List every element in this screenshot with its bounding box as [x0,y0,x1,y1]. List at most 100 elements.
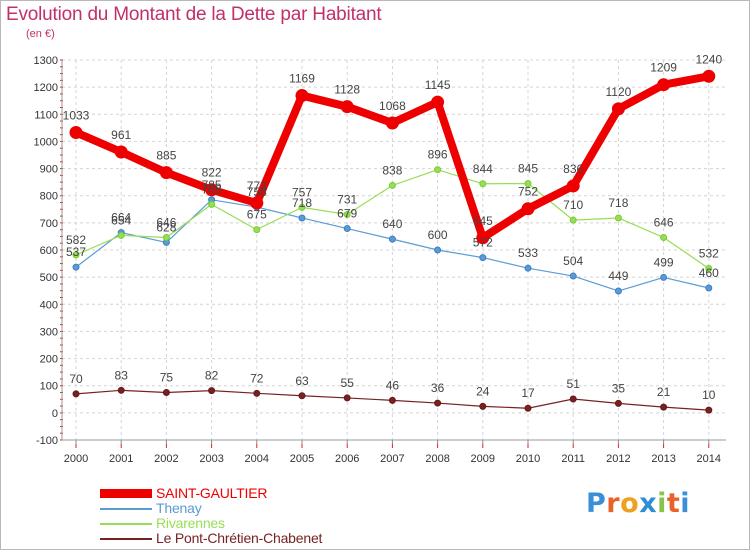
chart-legend: SAINT-GAULTIER Thenay Rivarennes Le Pont-Ch… [100,485,400,546]
data-label-thenay: 628 [156,220,176,234]
data-label-rivarennes: 646 [156,216,176,230]
series-point-rivarennes [434,166,442,174]
y-tick-label: 100 [40,381,58,393]
data-label-thenay: 600 [428,228,448,242]
y-tick-label: 400 [40,299,58,311]
series-point-rivarennes [298,203,306,211]
data-label-saint-gaultier: 822 [202,166,222,180]
series-point-le-pont-chr-tien-chabenet [705,406,713,414]
x-tick-label: 2001 [109,453,133,465]
data-label-saint-gaultier: 1128 [334,83,360,97]
data-label-le-pont-chr-tien-chabenet: 35 [612,381,626,395]
y-tick-label: 800 [40,191,58,203]
data-label-thenay: 664 [111,211,131,225]
data-label-thenay: 537 [66,245,86,259]
data-label-rivarennes: 532 [699,246,719,260]
data-label-le-pont-chr-tien-chabenet: 72 [250,371,264,385]
x-tick-label: 2002 [154,453,178,465]
data-label-saint-gaultier: 836 [563,162,583,176]
x-tick-label: 2009 [471,453,495,465]
data-label-rivarennes: 768 [202,182,222,196]
series-point-thenay [434,246,442,254]
data-label-le-pont-chr-tien-chabenet: 10 [702,388,716,402]
data-label-le-pont-chr-tien-chabenet: 21 [657,385,671,399]
series-point-le-pont-chr-tien-chabenet [524,404,532,412]
data-label-rivarennes: 582 [66,233,86,247]
x-tick-label: 2003 [199,453,223,465]
data-label-rivarennes: 845 [518,162,538,176]
series-point-saint-gaultier [114,145,128,159]
y-tick-label: 1300 [34,55,58,67]
legend-swatch [100,523,152,525]
data-label-le-pont-chr-tien-chabenet: 82 [205,369,219,383]
y-tick-label: 700 [40,218,58,230]
proxiti-logo: Proxiti [586,488,690,519]
series-point-rivarennes [614,214,622,222]
series-point-le-pont-chr-tien-chabenet [479,402,487,410]
series-point-thenay [660,273,668,281]
series-point-saint-gaultier [566,179,580,193]
logo-letter: i [657,488,667,519]
data-label-le-pont-chr-tien-chabenet: 51 [567,377,581,391]
data-label-rivarennes: 675 [247,208,267,222]
y-tick-label: 600 [40,245,58,257]
chart-subtitle: (en €) [26,28,55,40]
y-tick-label: 300 [40,326,58,338]
legend-label: Thenay [156,500,202,516]
data-label-rivarennes: 757 [292,185,312,199]
series-point-rivarennes [343,210,351,218]
data-label-thenay: 679 [337,207,357,221]
data-label-le-pont-chr-tien-chabenet: 70 [69,372,83,386]
series-point-rivarennes [705,264,713,272]
data-label-le-pont-chr-tien-chabenet: 36 [431,381,445,395]
y-tick-label: 1000 [34,136,58,148]
x-tick-label: 2011 [561,453,585,465]
y-tick-label: 200 [40,354,58,366]
series-point-saint-gaultier [702,69,716,83]
data-label-saint-gaultier: 1120 [605,85,631,99]
data-label-saint-gaultier: 961 [111,128,131,142]
series-point-saint-gaultier [340,100,354,114]
y-tick-label: 1100 [34,109,58,121]
series-point-thenay [388,235,396,243]
legend-label: Rivarennes [156,515,225,531]
data-label-saint-gaultier: 1240 [695,52,722,66]
data-label-le-pont-chr-tien-chabenet: 17 [521,386,535,400]
data-label-le-pont-chr-tien-chabenet: 46 [386,378,400,392]
x-tick-label: 2005 [290,453,314,465]
series-point-rivarennes [388,181,396,189]
logo-letter: t [666,488,681,519]
data-label-le-pont-chr-tien-chabenet: 63 [295,374,309,388]
data-label-thenay: 460 [699,266,719,280]
series-point-thenay [343,225,351,233]
x-tick-label: 2004 [245,453,269,465]
logo-letter: r [606,488,621,519]
x-tick-label: 2010 [516,453,540,465]
data-label-rivarennes: 710 [563,198,583,212]
series-point-thenay [72,263,80,271]
data-label-saint-gaultier: 1145 [425,78,451,92]
data-label-rivarennes: 646 [654,216,674,230]
series-point-rivarennes [208,200,216,208]
series-point-le-pont-chr-tien-chabenet [343,394,351,402]
series-point-saint-gaultier [476,231,490,245]
data-label-le-pont-chr-tien-chabenet: 83 [115,368,129,382]
series-point-thenay [569,272,577,280]
legend-item: Thenay [100,500,400,516]
series-point-le-pont-chr-tien-chabenet [117,386,125,394]
series-point-rivarennes [162,234,170,242]
legend-item: SAINT-GAULTIER [100,485,400,501]
data-label-saint-gaultier: 1033 [63,108,90,122]
logo-letter: o [620,488,640,519]
data-label-saint-gaultier: 1209 [650,61,677,75]
series-point-saint-gaultier [385,116,399,130]
legend-swatch [100,538,152,540]
series-point-le-pont-chr-tien-chabenet [660,403,668,411]
series-point-saint-gaultier [521,202,535,216]
data-label-thenay: 449 [608,269,628,283]
legend-label: Le Pont-Chrétien-Chabenet [156,530,323,546]
data-label-thenay: 572 [473,236,493,250]
logo-letter: x [639,488,658,519]
y-tick-label: 0 [52,408,58,420]
series-point-saint-gaultier [159,166,173,180]
